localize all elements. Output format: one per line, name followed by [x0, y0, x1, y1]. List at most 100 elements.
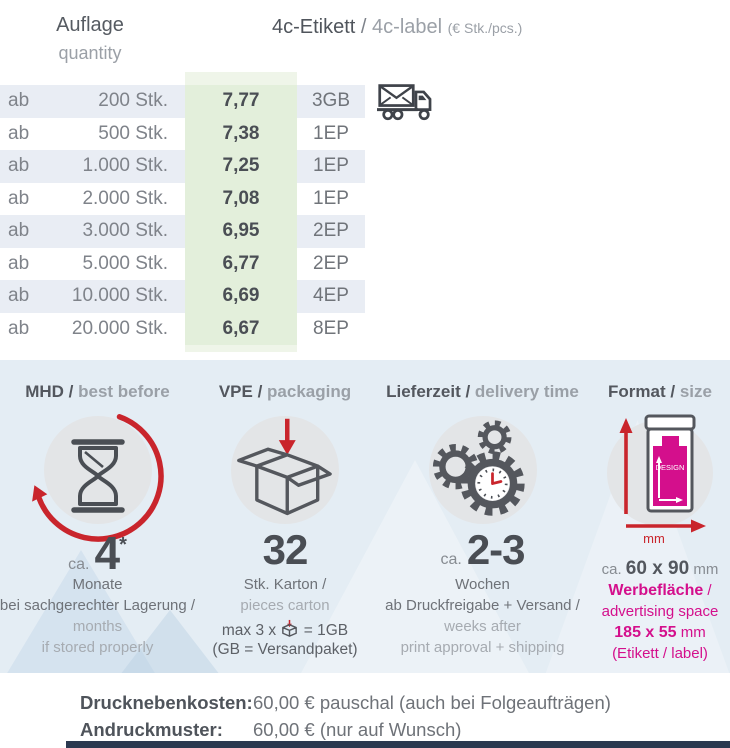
- mhd-value-line: ca. 4*: [0, 526, 195, 580]
- envelope-truck-icon: [377, 80, 435, 127]
- gears-clock-icon: [432, 420, 525, 516]
- mhd-value: 4: [94, 527, 120, 579]
- table-row: ab 5.000 Stk. 6,77 2EP: [0, 247, 365, 280]
- row-price: 6,67: [185, 312, 297, 345]
- vpe-note-line2: (GB = Versandpaket): [212, 641, 358, 658]
- row-prefix: ab: [8, 155, 30, 177]
- ad-size-unit: mm: [676, 624, 706, 641]
- format-size-unit: mm: [689, 561, 719, 578]
- row-price: 7,38: [185, 117, 297, 150]
- table-pad-top: [0, 72, 365, 85]
- vpe-note-line: max 3 x = 1GB: [183, 619, 387, 640]
- format-title-en: size: [679, 382, 712, 401]
- price-table: ab 200 Stk. 7,77 3GB ab 500 Stk. 7,38 1E…: [0, 72, 365, 352]
- separator: /: [703, 582, 712, 599]
- vpe-icon-block: [195, 406, 375, 538]
- vpe-note-pre: max 3 x: [221, 622, 277, 639]
- hourglass-icon: [31, 414, 164, 542]
- row-quantity: 20.000 Stk.: [71, 317, 168, 339]
- price-header-unit: (€ Stk./pcs.): [447, 20, 523, 36]
- info-section: MHD / best before ca. 4* Monate bei sachg…: [0, 360, 730, 673]
- row-quantity: 10.000 Stk.: [71, 285, 168, 307]
- table-row: ab 1.000 Stk. 7,25 1EP: [0, 150, 365, 183]
- row-price: 7,08: [185, 182, 297, 215]
- ad-size-value: 185 x 55: [614, 624, 677, 641]
- info-col-format: Format / size DESIGN: [590, 360, 730, 673]
- mhd-icon-block: [0, 406, 195, 542]
- table-row: ab 20.000 Stk. 6,67 8EP: [0, 312, 365, 345]
- mhd-line-de2: bei sachgerechter Lagerung /: [0, 597, 196, 614]
- row-pack-unit: 4EP: [313, 285, 349, 307]
- row-prefix: ab: [8, 122, 30, 144]
- row-prefix: ab: [8, 90, 30, 112]
- vpe-line-en: pieces carton: [240, 597, 330, 614]
- format-icon-block: DESIGN mm: [590, 406, 730, 558]
- quantity-header-de: Auflage: [56, 14, 124, 36]
- info-col-packaging: VPE / packaging 32 Stk. Karton /: [195, 360, 375, 673]
- price-header-de: 4c-Etikett: [272, 16, 356, 38]
- circa-label: ca.: [68, 556, 90, 573]
- row-pack-unit: 2EP: [313, 220, 349, 242]
- lieferzeit-line-en2: print approval + shipping: [400, 639, 565, 656]
- row-quantity: 200 Stk.: [98, 90, 168, 112]
- row-quantity: 1.000 Stk.: [82, 155, 168, 177]
- row-quantity: 500 Stk.: [98, 122, 168, 144]
- ad-note: (Etikett / label): [612, 645, 708, 662]
- row-prefix: ab: [8, 252, 30, 274]
- circa-label: ca.: [601, 561, 622, 578]
- lieferzeit-title-de: Lieferzeit: [386, 382, 461, 401]
- vpe-title: VPE / packaging: [185, 382, 385, 402]
- lieferzeit-value: 2-3: [466, 526, 526, 573]
- footer-row: Drucknebenkosten: 60,00 € pauschal (auch…: [80, 689, 611, 716]
- bottom-bar: [66, 741, 730, 748]
- mhd-title-de: MHD: [25, 382, 64, 401]
- row-price: 6,69: [185, 280, 297, 313]
- mhd-line-en2: if stored properly: [41, 639, 154, 656]
- format-size-value: 60 x 90: [625, 558, 690, 579]
- footer-value: 60,00 € (nur auf Wunsch): [253, 718, 462, 740]
- asterisk: *: [119, 534, 127, 556]
- vpe-title-de: VPE: [218, 382, 253, 401]
- lieferzeit-line-de1: Wochen: [455, 576, 510, 593]
- vpe-title-en: packaging: [267, 382, 352, 401]
- row-pack-unit: 3GB: [311, 90, 351, 112]
- table-pad-bottom: [0, 345, 365, 352]
- lieferzeit-title: Lieferzeit / delivery time: [365, 382, 600, 402]
- axis-unit-label: mm: [643, 531, 665, 546]
- quantity-header-en: quantity: [58, 43, 122, 63]
- row-price: 7,25: [185, 150, 297, 183]
- row-pack-unit: 1EP: [313, 122, 349, 144]
- row-pack-unit: 1EP: [313, 155, 349, 177]
- row-prefix: ab: [8, 317, 30, 339]
- format-size-line: ca. 60 x 90 mm: [580, 558, 730, 580]
- jar-measure-icon: DESIGN mm: [619, 414, 706, 546]
- separator: /: [665, 382, 680, 401]
- footer-label: Drucknebenkosten:: [80, 691, 253, 713]
- ad-title-en: advertising space: [601, 603, 719, 620]
- table-row: ab 2.000 Stk. 7,08 1EP: [0, 182, 365, 215]
- ad-title-de: Werbefläche: [608, 582, 704, 599]
- table-row: ab 200 Stk. 7,77 3GB: [0, 85, 365, 118]
- info-col-best-before: MHD / best before ca. 4* Monate bei sachg…: [0, 360, 195, 673]
- table-row: ab 3.000 Stk. 6,95 2EP: [0, 215, 365, 248]
- row-prefix: ab: [8, 285, 30, 307]
- mhd-title-en: best before: [78, 382, 170, 401]
- row-pack-unit: 8EP: [313, 317, 349, 339]
- row-quantity: 5.000 Stk.: [82, 252, 168, 274]
- lieferzeit-line-en1: weeks after: [444, 618, 521, 635]
- mhd-line-de1: Monate: [72, 576, 123, 593]
- row-quantity: 3.000 Stk.: [82, 220, 168, 242]
- row-quantity: 2.000 Stk.: [82, 187, 168, 209]
- separator: /: [355, 16, 373, 38]
- jar-label-text: DESIGN: [656, 463, 685, 472]
- vpe-note-post: = 1GB: [303, 622, 349, 639]
- lieferzeit-icon-block: [375, 406, 590, 538]
- row-pack-unit: 2EP: [313, 252, 349, 274]
- price-column-pad: [185, 72, 297, 85]
- mhd-line-en1: months: [72, 618, 123, 635]
- footer-label: Andruckmuster:: [80, 718, 223, 740]
- open-box-icon: [237, 418, 332, 516]
- mhd-description: Monate bei sachgerechter Lagerung / mont…: [0, 574, 207, 658]
- separator: /: [252, 382, 268, 401]
